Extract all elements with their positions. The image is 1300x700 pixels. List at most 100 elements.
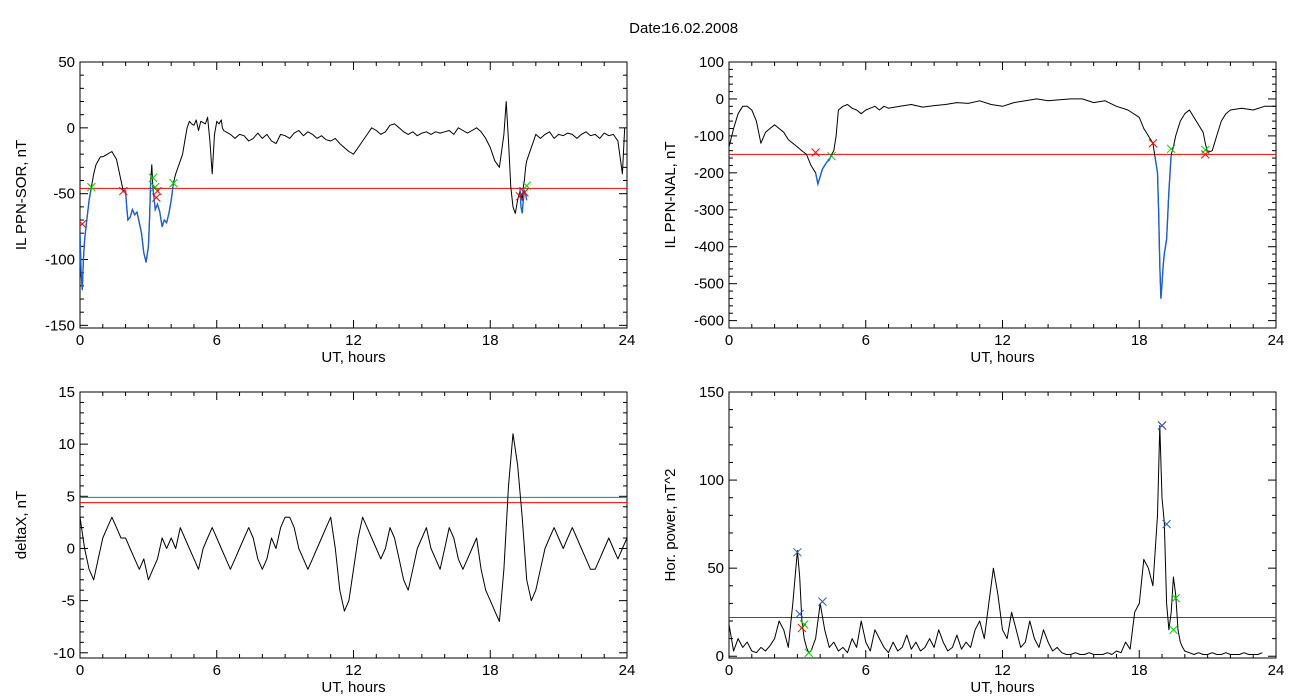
title-prefix: Date: [629,20,665,37]
deltax-panel: 0 6 12 18 24 -10 -5 0 5 10 15 UT, hours deltaX, nT [13,384,635,696]
figure-title: Date: 16.02.2008 [629,20,738,37]
x-marker [522,181,532,191]
x-tick-label: 12 [345,332,362,349]
x-tick-label: 12 [994,332,1011,349]
x-marker [1148,138,1158,148]
x-tick-label: 18 [1131,662,1148,679]
x-tick-label: 0 [76,332,84,349]
x-marker [148,173,158,183]
x-tick-label: 24 [1268,332,1285,349]
highlight-segment [1154,154,1172,299]
plot-area [80,433,627,622]
x-tick-label: 6 [862,662,870,679]
x-axis-label: UT, hours [321,679,385,696]
data-trace [80,433,627,622]
y-tick-label: -150 [45,317,75,334]
plot-area [729,98,1276,299]
il-ppn-nal-panel: 0 6 12 18 24 -600 -500 -400 -300 -200 -100 0 100 UT, … [662,54,1284,366]
y-tick-label: -50 [53,186,75,203]
x-marker [80,219,87,229]
highlight-segment [814,154,833,187]
y-tick-label: -10 [53,645,75,662]
x-marker [118,186,128,196]
x-marker [1169,625,1178,635]
y-tick-label: -5 [62,593,75,610]
x-tick-label: 12 [994,662,1011,679]
x-marker [169,178,178,188]
x-tick-label: 6 [213,662,221,679]
x-tick-label: 6 [862,332,870,349]
x-marker [818,597,827,606]
plot-area [80,101,627,291]
il-ppn-sor-panel: 0 6 12 18 24 -150 -100 -50 0 50 UT, hours IL PPN-SO… [13,54,635,366]
y-tick-label: 50 [58,54,75,71]
data-trace [80,101,626,291]
y-tick-label: -300 [694,202,724,219]
x-marker [793,547,802,557]
x-marker [150,182,160,192]
data-trace [729,425,1263,655]
x-marker [804,648,814,658]
y-tick-label: -600 [694,313,724,330]
highlight-segment [80,186,93,290]
y-tick-label: 0 [67,120,75,137]
x-tick-label: 0 [725,332,733,349]
plot-frame [728,391,1277,659]
y-tick-label: 0 [716,648,724,665]
x-marker [520,188,529,197]
x-marker [827,151,836,161]
x-axis-label: UT, hours [970,679,1034,696]
x-marker [87,182,96,192]
x-marker [1166,144,1176,154]
y-axis-label: IL PPN-NAL, nT [662,142,679,249]
y-tick-label: 150 [699,384,724,401]
x-marker [1200,150,1210,159]
y-axis-label: Hor. power, nT^2 [662,469,679,582]
hor-power-panel: 0 6 12 18 24 0 50 100 150 UT, hours Hor. power, nT… [662,384,1284,696]
x-marker [1157,421,1167,430]
y-axis-label: IL PPN-SOR, nT [13,140,30,250]
y-tick-label: -500 [694,276,724,293]
x-marker [1200,145,1210,155]
y-tick-label: -200 [694,165,724,182]
x-tick-label: 18 [1131,332,1148,349]
y-tick-label: 15 [58,384,75,401]
plot-area [729,421,1276,658]
y-tick-label: -100 [694,128,724,145]
x-tick-label: 24 [619,332,636,349]
x-tick-label: 24 [1268,662,1285,679]
y-tick-label: 5 [67,488,75,505]
x-marker [799,620,809,629]
x-axis-label: UT, hours [970,349,1034,366]
x-tick-label: 0 [76,662,84,679]
x-tick-label: 12 [345,662,362,679]
title-date: 16.02.2008 [663,20,738,37]
x-tick-label: 24 [619,662,636,679]
x-tick-label: 18 [482,332,499,349]
y-tick-label: 100 [699,54,724,71]
y-tick-label: 10 [58,436,75,453]
y-tick-label: -100 [45,252,75,269]
y-axis-label: deltaX, nT [13,491,30,559]
x-marker [1171,593,1181,603]
x-tick-label: 6 [213,332,221,349]
y-tick-label: 0 [67,540,75,557]
y-tick-label: 0 [716,91,724,108]
x-marker [811,148,820,157]
y-tick-label: -400 [694,239,724,256]
y-tick-label: 50 [707,560,724,577]
x-marker [153,186,162,196]
plot-frame [79,61,628,329]
x-marker [1162,519,1171,529]
x-axis-label: UT, hours [321,349,385,366]
plot-frame [79,391,628,659]
x-tick-label: 0 [725,662,733,679]
highlight-segment [152,183,175,227]
plot-frame [728,61,1277,329]
data-trace [729,98,1276,299]
x-tick-label: 18 [482,662,499,679]
highlight-segment [123,180,152,263]
y-tick-label: 100 [699,472,724,489]
